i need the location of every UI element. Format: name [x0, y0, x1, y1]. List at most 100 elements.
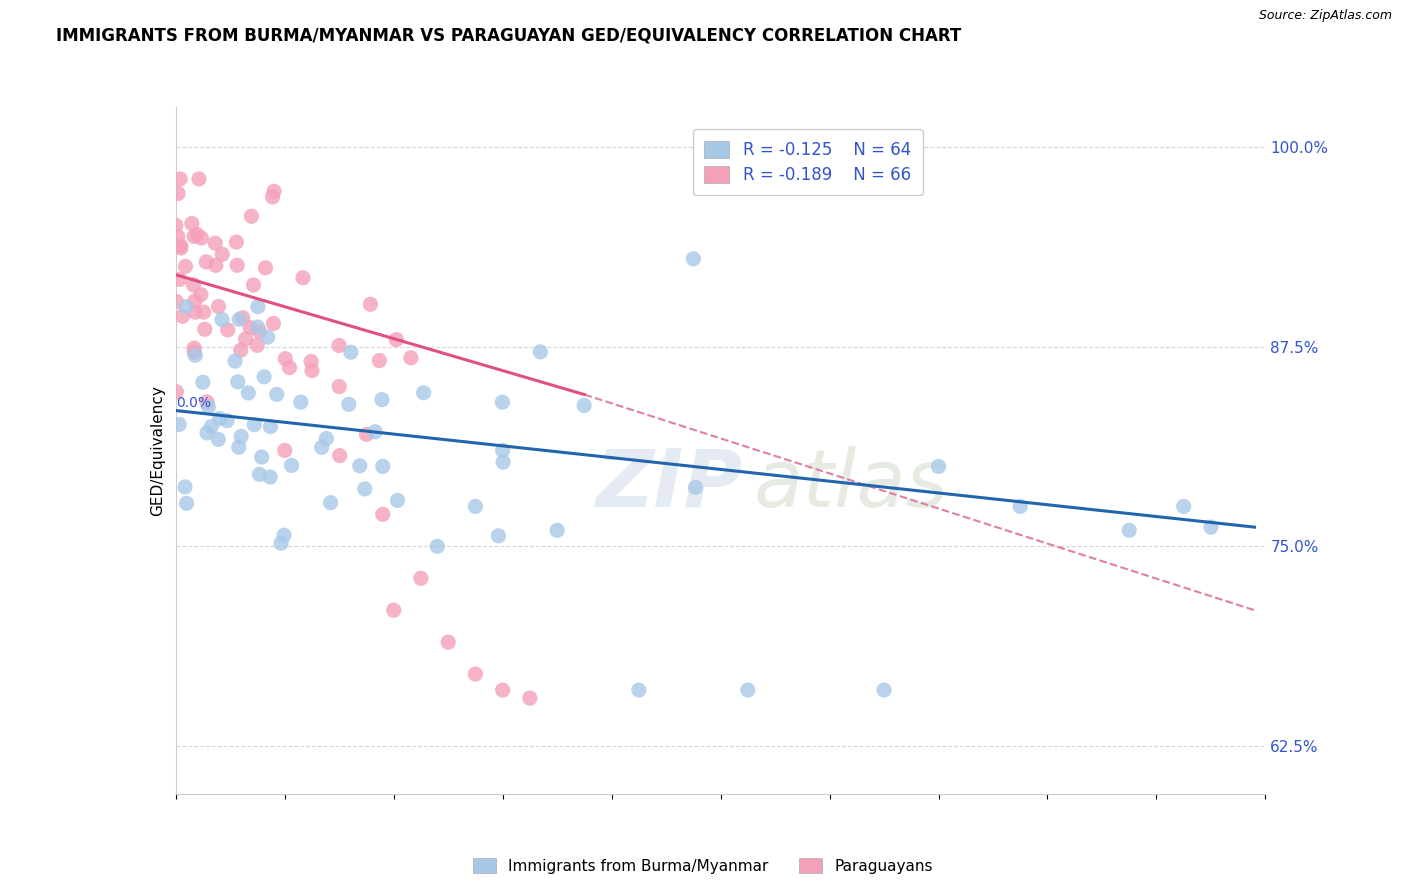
Point: [349, 458, 371, 473]
Point: [253, 369, 276, 384]
Point: [184, 305, 207, 319]
Text: atlas: atlas: [754, 446, 948, 524]
Point: [240, 209, 263, 223]
Point: [426, 539, 449, 553]
Point: [737, 683, 759, 698]
Point: [291, 270, 314, 285]
Point: [195, 255, 218, 269]
Point: [200, 419, 222, 434]
Point: [329, 449, 352, 463]
Point: [290, 395, 312, 409]
Point: [1118, 524, 1140, 538]
Point: [194, 322, 217, 336]
Point: [184, 293, 207, 308]
Point: [492, 683, 515, 698]
Point: [464, 667, 486, 681]
Point: [274, 351, 297, 366]
Point: [315, 432, 337, 446]
Point: [174, 260, 197, 274]
Text: Source: ZipAtlas.com: Source: ZipAtlas.com: [1258, 9, 1392, 22]
Point: [274, 443, 297, 458]
Point: [486, 529, 509, 543]
Point: [243, 417, 266, 432]
Text: IMMIGRANTS FROM BURMA/MYANMAR VS PARAGUAYAN GED/EQUIVALENCY CORRELATION CHART: IMMIGRANTS FROM BURMA/MYANMAR VS PARAGUA…: [56, 27, 962, 45]
Point: [197, 400, 219, 414]
Point: [183, 345, 205, 359]
Point: [195, 395, 218, 409]
Point: [169, 238, 191, 252]
Point: [278, 360, 301, 375]
Point: [301, 363, 323, 377]
Point: [183, 277, 205, 292]
Point: [311, 441, 333, 455]
Point: [174, 480, 197, 494]
Point: [387, 493, 409, 508]
Point: [232, 310, 254, 325]
Point: [682, 252, 704, 266]
Point: [229, 343, 252, 358]
Point: [353, 482, 375, 496]
Point: [364, 425, 387, 439]
Point: [337, 397, 360, 411]
Point: [167, 229, 190, 244]
Text: 0.0%: 0.0%: [176, 395, 211, 409]
Point: [409, 571, 432, 585]
Point: [183, 229, 205, 244]
Point: [319, 496, 342, 510]
Point: [546, 524, 568, 538]
Point: [174, 300, 197, 314]
Point: [256, 330, 278, 344]
Point: [190, 231, 212, 245]
Point: [266, 387, 288, 401]
Point: [412, 385, 434, 400]
Point: [207, 433, 229, 447]
Legend: Immigrants from Burma/Myanmar, Paraguayans: Immigrants from Burma/Myanmar, Paraguaya…: [467, 852, 939, 880]
Point: [371, 392, 394, 407]
Point: [371, 459, 394, 474]
Point: [254, 260, 277, 275]
Point: [224, 354, 246, 368]
Point: [242, 277, 264, 292]
Point: [328, 379, 350, 393]
Point: [195, 425, 218, 440]
Point: [270, 536, 292, 550]
Point: [204, 236, 226, 251]
Point: [204, 258, 226, 272]
Point: [1010, 500, 1032, 514]
Point: [1173, 500, 1195, 514]
Point: [371, 508, 394, 522]
Point: [263, 184, 285, 198]
Point: [184, 348, 207, 362]
Point: [529, 344, 551, 359]
Point: [385, 333, 408, 347]
Point: [1199, 520, 1222, 534]
Point: [239, 320, 262, 334]
Point: [340, 345, 363, 359]
Point: [167, 186, 190, 201]
Point: [359, 297, 381, 311]
Point: [685, 480, 707, 494]
Point: [226, 375, 249, 389]
Point: [492, 443, 515, 458]
Point: [183, 341, 205, 355]
Point: [280, 458, 302, 473]
Point: [187, 172, 209, 186]
Point: [165, 219, 187, 233]
Point: [299, 354, 322, 368]
Point: [207, 299, 229, 313]
Point: [246, 338, 269, 352]
Y-axis label: GED/Equivalency: GED/Equivalency: [149, 385, 165, 516]
Point: [190, 287, 212, 301]
Point: [167, 417, 190, 432]
Point: [262, 190, 284, 204]
Point: [169, 272, 191, 286]
Point: [328, 338, 350, 352]
Point: [262, 317, 284, 331]
Point: [492, 455, 515, 469]
Point: [165, 294, 187, 309]
Point: [259, 419, 281, 434]
Point: [249, 325, 271, 339]
Point: [186, 227, 208, 242]
Point: [250, 450, 273, 464]
Point: [208, 411, 231, 425]
